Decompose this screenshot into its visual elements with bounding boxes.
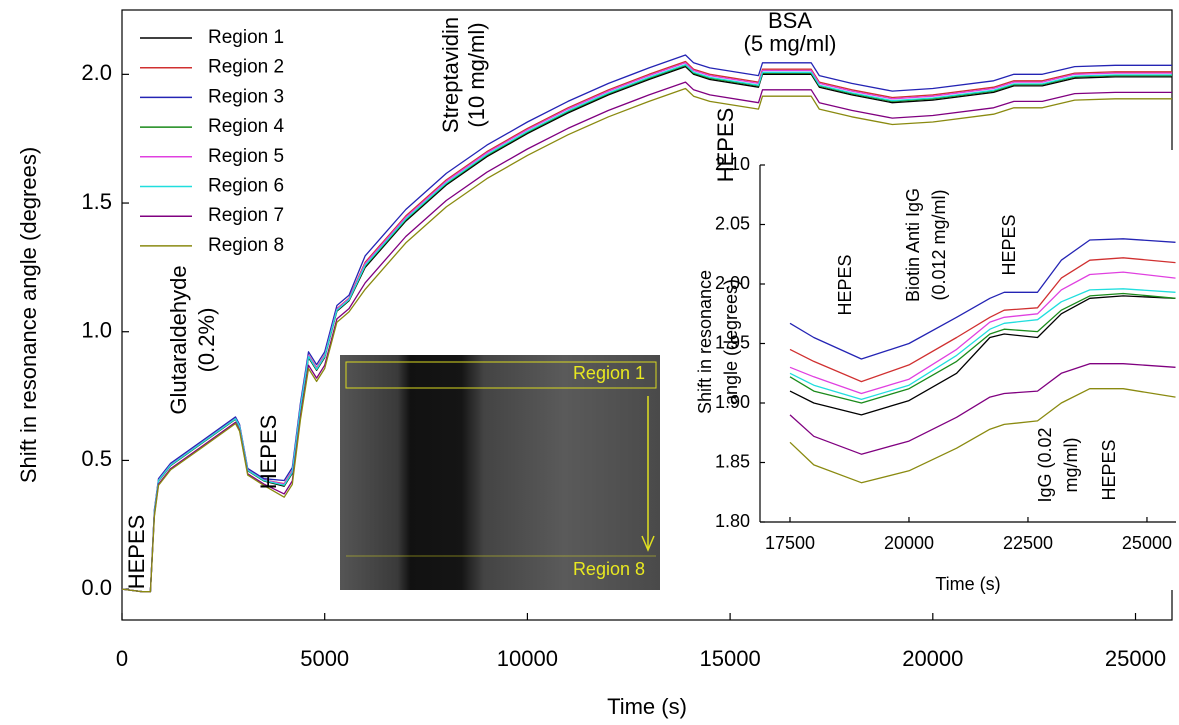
series-line xyxy=(121,54,1172,593)
y-axis-label: Shift in resonance angle (degrees) xyxy=(16,147,41,483)
annotation: HEPES xyxy=(999,214,1019,275)
y-tick-label: 2.00 xyxy=(715,273,750,293)
series-line xyxy=(789,292,1176,404)
inset-background xyxy=(755,150,1179,590)
series-line xyxy=(789,388,1176,484)
legend-label: Region 1 xyxy=(208,27,284,48)
y-tick-label: 0.5 xyxy=(81,446,112,471)
x-tick-label: 15000 xyxy=(700,646,761,671)
micrograph: Region 1 Region 8 xyxy=(340,355,660,590)
y-tick-label: 2.05 xyxy=(715,213,750,233)
y-tick-label: 1.5 xyxy=(81,189,112,214)
y-tick-label: 1.90 xyxy=(715,392,750,412)
series-line xyxy=(789,288,1176,401)
annotation: Biotin Anti IgG xyxy=(903,188,923,302)
inset-chart: 17500 20000 22500 25000 1.80 1.85 1.90 1.95 2.00… xyxy=(715,154,1176,553)
legend-label: Region 3 xyxy=(208,86,284,107)
annotation: (10 mg/ml) xyxy=(464,22,489,127)
annotation: IgG (0.02 xyxy=(1035,427,1055,502)
series-line xyxy=(121,81,1172,593)
x-tick-label: 17500 xyxy=(765,533,815,553)
y-tick-label: 1.0 xyxy=(81,318,112,343)
x-axis-label: Time (s) xyxy=(607,694,687,719)
series-line xyxy=(789,363,1176,455)
x-tick-label: 25000 xyxy=(1105,646,1166,671)
series-line xyxy=(121,87,1172,593)
y-tick-label: 0.0 xyxy=(81,575,112,600)
series-line xyxy=(789,271,1176,395)
annotation: HEPES xyxy=(835,254,855,315)
y-tick-label: 1.80 xyxy=(715,511,750,531)
annotation: HEPES xyxy=(124,515,149,590)
annotation: (0.2%) xyxy=(194,308,219,373)
image-label: Region 1 xyxy=(573,363,645,383)
annotation: mg/ml) xyxy=(1061,438,1081,493)
legend-label: Region 8 xyxy=(208,235,284,256)
series-line xyxy=(789,238,1176,360)
y-tick-label: 1.85 xyxy=(715,451,750,471)
annotation: HEPES xyxy=(256,415,281,490)
inset-y-axis-label: angle (degrees) xyxy=(721,279,741,405)
y-tick-label: 1.95 xyxy=(715,332,750,352)
inset-y-axis-label: Shift in resonance xyxy=(695,270,715,414)
inset-x-axis-label: Time (s) xyxy=(935,574,1000,594)
annotation: HEPES xyxy=(713,108,738,183)
annotation: (5 mg/ml) xyxy=(744,31,837,56)
annotation: (0.012 mg/ml) xyxy=(929,189,949,300)
x-tick-label: 20000 xyxy=(902,646,963,671)
x-tick-label: 0 xyxy=(116,646,128,671)
x-tick-label: 20000 xyxy=(884,533,934,553)
legend-label: Region 7 xyxy=(208,205,284,226)
series-line xyxy=(789,295,1176,416)
y-tick-label: 2.10 xyxy=(715,154,750,174)
series-line xyxy=(789,257,1176,383)
micrograph-image xyxy=(340,355,660,590)
legend-label: Region 4 xyxy=(208,116,284,137)
y-tick-label: 2.0 xyxy=(81,60,112,85)
legend-label: Region 5 xyxy=(208,146,284,167)
annotation: Streptavidin xyxy=(438,17,463,133)
legend-label: Region 2 xyxy=(208,57,284,78)
image-label: Region 8 xyxy=(573,559,645,579)
region-box xyxy=(345,361,657,389)
x-tick-label: 22500 xyxy=(1003,533,1053,553)
x-tick-label: 10000 xyxy=(497,646,558,671)
annotation: Glutaraldehyde xyxy=(166,265,191,414)
annotation: HEPES xyxy=(1099,439,1119,500)
x-tick-label: 25000 xyxy=(1122,533,1172,553)
main-chart: 0 5000 10000 15000 20000 25000 0.0 0.5 1.0 1.5 2.0 xyxy=(81,54,1172,671)
x-tick-label: 5000 xyxy=(300,646,349,671)
series-line xyxy=(121,63,1172,593)
legend-label: Region 6 xyxy=(208,176,284,197)
arrow-head xyxy=(641,535,655,552)
annotation: BSA xyxy=(768,8,812,33)
